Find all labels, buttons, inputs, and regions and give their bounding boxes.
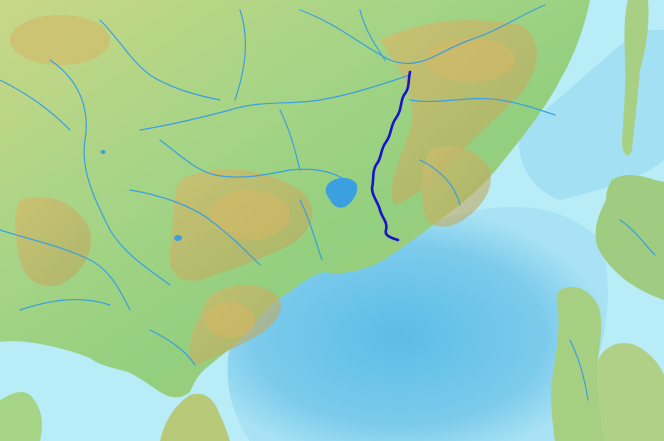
river-mid-3 [299,199,323,261]
west-coast-sea [0,341,45,400]
rivers [0,4,656,401]
river-north-1 [99,19,221,101]
lake-small-1 [174,235,182,241]
river-west-2 [0,229,131,311]
river-hokkaido [619,219,656,256]
island-north [622,0,649,156]
river-honshu [569,339,589,401]
river-amur [299,4,546,65]
river-west-1 [0,79,71,131]
river-mid-4 [279,109,301,171]
river-east-2 [419,159,461,206]
river-east-1 [409,97,556,116]
river-mid-2 [159,139,346,181]
river-songhua [139,74,411,131]
island-hokkaido [595,175,664,300]
river-nen [234,9,247,101]
river-north-2 [359,9,386,61]
island-honshu [551,286,605,441]
river-west-3 [19,298,111,311]
river-south-1 [149,329,196,366]
highland-patches [10,15,515,338]
river-mid-1 [129,189,261,266]
river-liao [49,59,171,286]
peninsula-south [160,393,230,441]
lake-khanka [325,177,358,208]
west-coast-land [0,392,42,441]
lake-small-2 [100,150,106,154]
island-honshu-east [597,343,664,441]
highlighted-river [370,70,412,242]
